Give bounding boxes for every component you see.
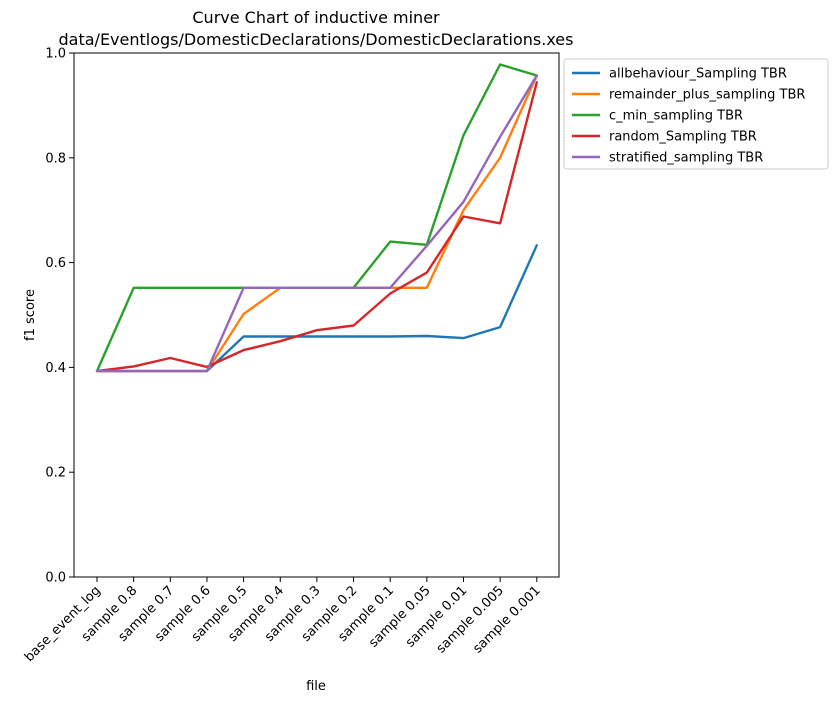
y-tick-label: 0.6	[45, 256, 66, 271]
series-group	[95, 63, 538, 373]
series-line-5	[95, 74, 538, 373]
y-tick-label: 0.4	[45, 361, 66, 376]
x-axis-label: file	[306, 679, 326, 694]
x-tick-label: sample 0.001	[470, 583, 543, 656]
y-tick-label: 0.8	[45, 151, 66, 166]
chart-title-line-1: Curve Chart of inductive miner	[192, 8, 440, 27]
legend: allbehaviour_Sampling TBR remainder_plus_…	[563, 58, 829, 170]
legend-label: allbehaviour_Sampling TBR	[609, 67, 787, 82]
series-line-1	[95, 244, 538, 373]
legend-label: random_Sampling TBR	[609, 130, 757, 145]
legend-label: stratified_sampling TBR	[609, 151, 763, 166]
y-axis: 0.0 0.2 0.4 0.6 0.8 1.0	[45, 47, 74, 586]
legend-label: remainder_plus_sampling TBR	[609, 88, 805, 103]
legend-frame	[563, 58, 829, 170]
y-axis-label: f1 score	[23, 289, 38, 341]
chart-title-line-2: data/Eventlogs/DomesticDeclarations/Dome…	[59, 30, 574, 49]
series-line-4	[95, 81, 538, 373]
legend-label: c_min_sampling TBR	[609, 109, 743, 124]
plot-area	[73, 52, 560, 578]
y-tick-label: 1.0	[45, 47, 66, 62]
y-tick-label: 0.2	[45, 466, 66, 481]
y-tick-label: 0.0	[45, 571, 66, 586]
